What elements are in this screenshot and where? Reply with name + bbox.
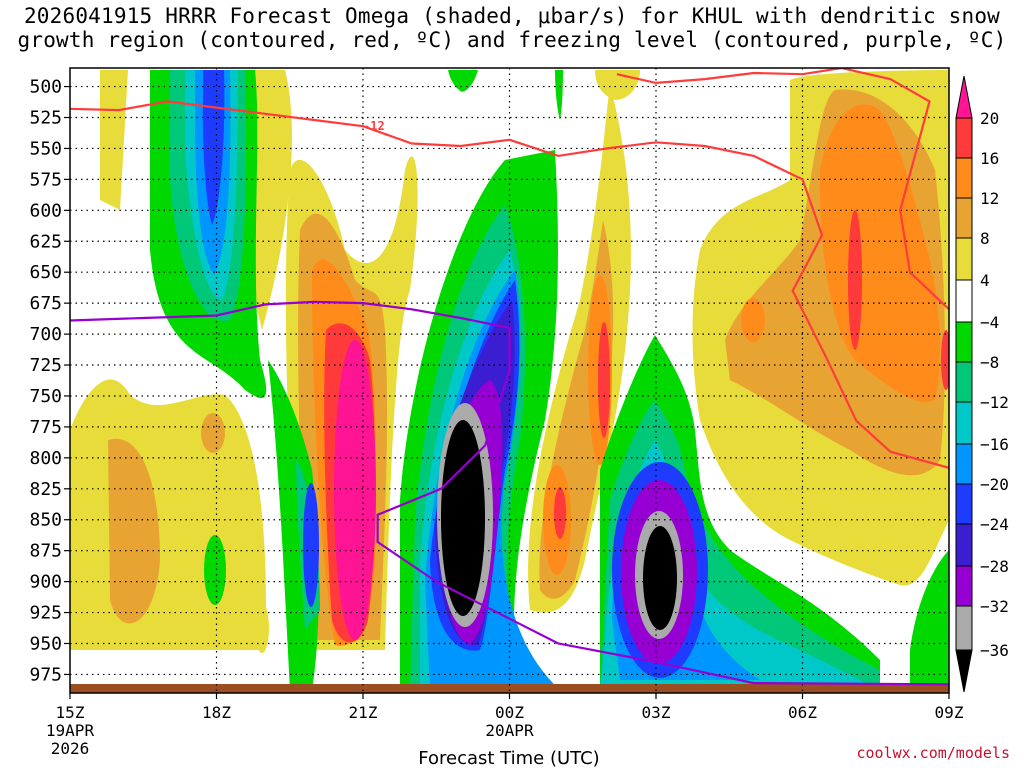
omega-green-top-0130 xyxy=(555,70,563,120)
y-tick-label: 725 xyxy=(29,355,62,376)
colorbar-swatch xyxy=(955,361,973,403)
colorbar-swatch xyxy=(955,197,973,239)
omega-green-dot xyxy=(204,535,226,605)
dendritic-contour-upper-line xyxy=(616,68,949,311)
freezing-level-line xyxy=(70,300,949,686)
y-tick-label: 875 xyxy=(29,541,62,562)
x-tick-label: 09Z xyxy=(935,703,964,722)
x-tick-label: 03Z xyxy=(642,703,671,722)
colorbar: 20 16 12 8 4 −4 −8 −12 −16 −20 −24 −28 −32 −36 xyxy=(955,75,1009,693)
y-tick-label: 525 xyxy=(29,108,62,129)
x-tick-label: 06Z xyxy=(788,703,817,722)
x-tick-label: 21Z xyxy=(349,703,378,722)
y-tick-label: 700 xyxy=(29,324,62,345)
colorbar-swatch xyxy=(955,565,973,607)
y-tick-label: 775 xyxy=(29,417,62,438)
title-line-1: 2026041915 HRRR Forecast Omega (shaded, … xyxy=(23,4,1001,28)
credit-text: coolwx.com/models xyxy=(856,744,1010,762)
omega-yellow-top-left xyxy=(100,70,128,210)
x-tick-date: 19APR xyxy=(46,721,95,740)
colorbar-label: −28 xyxy=(980,557,1009,576)
y-tick-label: 750 xyxy=(29,386,62,407)
colorbar-label: −12 xyxy=(980,393,1009,412)
omega-orange-right-small xyxy=(741,298,765,342)
omega-yellow-small xyxy=(255,603,269,653)
colorbar-swatch xyxy=(955,401,973,445)
x-tick-label: 18Z xyxy=(202,703,231,722)
x-tick-date: 20APR xyxy=(485,721,534,740)
y-tick-label: 500 xyxy=(29,77,62,98)
terrain-ground xyxy=(70,684,949,693)
colorbar-swatch xyxy=(955,483,973,525)
colorbar-swatch xyxy=(955,117,973,159)
y-tick-label: 625 xyxy=(29,231,62,252)
omega-red-right-edge xyxy=(941,330,949,390)
colorbar-swatch xyxy=(955,321,973,363)
colorbar-swatch xyxy=(955,279,973,323)
omega-black-00z xyxy=(441,420,485,616)
chart-title: 2026041915 HRRR Forecast Omega (shaded, … xyxy=(0,4,1024,52)
dendritic-contour-label: -12 xyxy=(363,119,385,133)
colorbar-label: 20 xyxy=(980,109,999,128)
y-tick-label: 925 xyxy=(29,603,62,624)
colorbar-label: −16 xyxy=(980,435,1009,454)
colorbar-label: 16 xyxy=(980,149,999,168)
colorbar-label: 12 xyxy=(980,189,999,208)
omega-shaded-field xyxy=(70,68,949,693)
y-tick-label: 650 xyxy=(29,262,62,283)
y-tick-label: 850 xyxy=(29,510,62,531)
chart-contours xyxy=(70,68,949,686)
y-tick-label: 800 xyxy=(29,448,62,469)
colorbar-label: −4 xyxy=(980,313,999,332)
colorbar-swatch xyxy=(955,157,973,199)
y-tick-label: 675 xyxy=(29,293,62,314)
colorbar-swatch xyxy=(955,605,973,651)
colorbar-label: −24 xyxy=(980,515,1009,534)
y-tick-label: 950 xyxy=(29,633,62,654)
colorbar-swatch xyxy=(955,523,973,567)
dendritic-contour-line xyxy=(70,100,949,469)
colorbar-label: 8 xyxy=(980,229,990,248)
colorbar-swatch xyxy=(955,237,973,281)
omega-magenta-21z xyxy=(334,340,376,640)
omega-green-bottom-right xyxy=(910,550,949,690)
y-tick-label: 900 xyxy=(29,572,62,593)
x-tick-label: 15Z xyxy=(56,703,85,722)
y-tick-label: 550 xyxy=(29,138,62,159)
title-line-2: growth region (contoured, red, ºC) and f… xyxy=(17,28,1007,52)
omega-red-02z xyxy=(598,322,610,438)
colorbar-top-arrow xyxy=(955,75,973,119)
colorbar-label: −36 xyxy=(980,641,1009,660)
colorbar-label: 4 xyxy=(980,271,990,290)
colorbar-label: −32 xyxy=(980,597,1009,616)
y-tick-label: 975 xyxy=(29,664,62,685)
omega-red-right xyxy=(848,210,862,350)
colorbar-bottom-arrow xyxy=(955,649,973,693)
omega-orange-dot xyxy=(201,413,225,453)
omega-darkorange-right xyxy=(819,104,940,402)
omega-orange-left xyxy=(108,438,160,624)
y-tick-label: 575 xyxy=(29,169,62,190)
colorbar-label: −8 xyxy=(980,353,999,372)
omega-red-01z xyxy=(554,487,566,539)
y-tick-label: 825 xyxy=(29,479,62,500)
omega-black-03z xyxy=(643,526,677,630)
x-tick-year: 2026 xyxy=(51,739,90,758)
colorbar-label: −20 xyxy=(980,475,1009,494)
x-axis-title: Forecast Time (UTC) xyxy=(418,748,599,768)
colorbar-swatch xyxy=(955,443,973,485)
y-tick-label: 600 xyxy=(29,200,62,221)
y-axis: 500 525 550 575 600 625 650 675 700 725 750 775 800 8… xyxy=(29,77,70,685)
x-tick-label: 00Z xyxy=(495,703,524,722)
omega-yellow-left xyxy=(70,379,266,650)
omega-blue-20z xyxy=(303,483,319,607)
